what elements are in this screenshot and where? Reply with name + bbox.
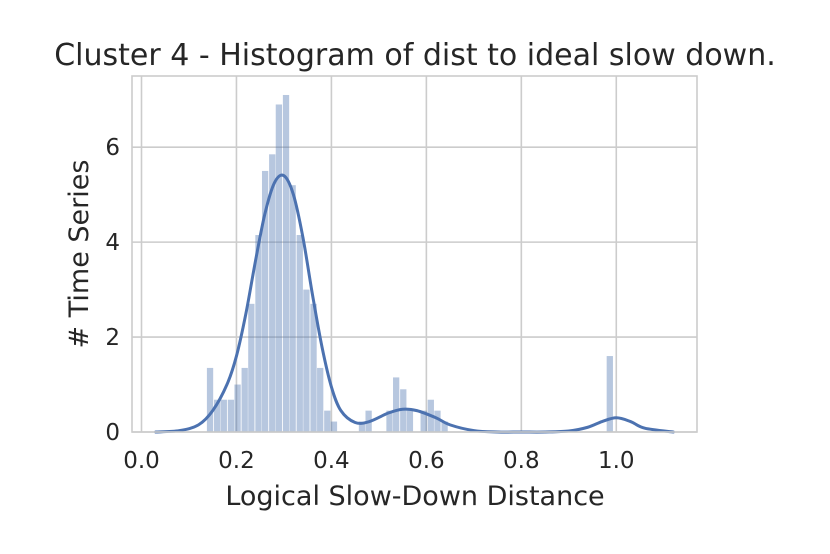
chart-title: Cluster 4 - Histogram of dist to ideal s… <box>54 38 776 73</box>
histogram-bar <box>386 410 393 432</box>
y-tick-label: 0 <box>105 420 120 446</box>
histogram-bar <box>296 235 303 432</box>
histogram-bar <box>606 356 613 432</box>
histogram-bar <box>255 235 262 432</box>
kde-curve <box>154 173 675 434</box>
histogram-bar <box>289 185 296 432</box>
x-tick-label: 0.8 <box>503 448 540 474</box>
histogram-bar <box>324 410 331 432</box>
histogram-bar <box>420 410 427 432</box>
histogram-bar <box>241 367 248 432</box>
histogram-bar <box>220 399 227 432</box>
x-tick-label: 1.0 <box>598 448 635 474</box>
y-tick-label: 6 <box>105 135 120 161</box>
histogram-bar <box>406 410 414 432</box>
histogram-bar <box>310 303 317 432</box>
plot-frame <box>131 75 698 433</box>
y-axis-label: # Time Series <box>64 160 95 349</box>
histogram-bar <box>214 399 221 432</box>
histogram-bar <box>434 410 441 432</box>
histogram-bar <box>358 421 366 432</box>
x-axis-label: Logical Slow-Down Distance <box>225 481 604 512</box>
histogram-bar <box>441 421 448 432</box>
histogram-bar <box>330 421 338 432</box>
tick-labels: 0.0 0.2 0.4 0.6 0.8 1.0 0 2 4 6 <box>105 135 634 474</box>
x-tick-label: 0.4 <box>313 448 350 474</box>
histogram-bar <box>275 104 283 432</box>
histogram-bar <box>261 170 269 432</box>
histogram-bar <box>227 399 235 432</box>
histogram-bar <box>248 303 255 432</box>
histogram-bar <box>303 289 310 432</box>
y-tick-label: 2 <box>105 325 120 351</box>
histogram-bar <box>317 367 324 432</box>
histogram-bar <box>234 384 241 432</box>
x-tick-label: 0.6 <box>408 448 445 474</box>
histogram-bar <box>393 377 400 432</box>
x-tick-label: 0.2 <box>218 448 255 474</box>
histogram-bars <box>206 94 613 432</box>
y-tick-label: 4 <box>105 230 120 256</box>
histogram-bar <box>282 94 290 432</box>
histogram-bar <box>206 367 214 432</box>
x-tick-label: 0.0 <box>123 448 160 474</box>
histogram-bar <box>269 154 276 432</box>
